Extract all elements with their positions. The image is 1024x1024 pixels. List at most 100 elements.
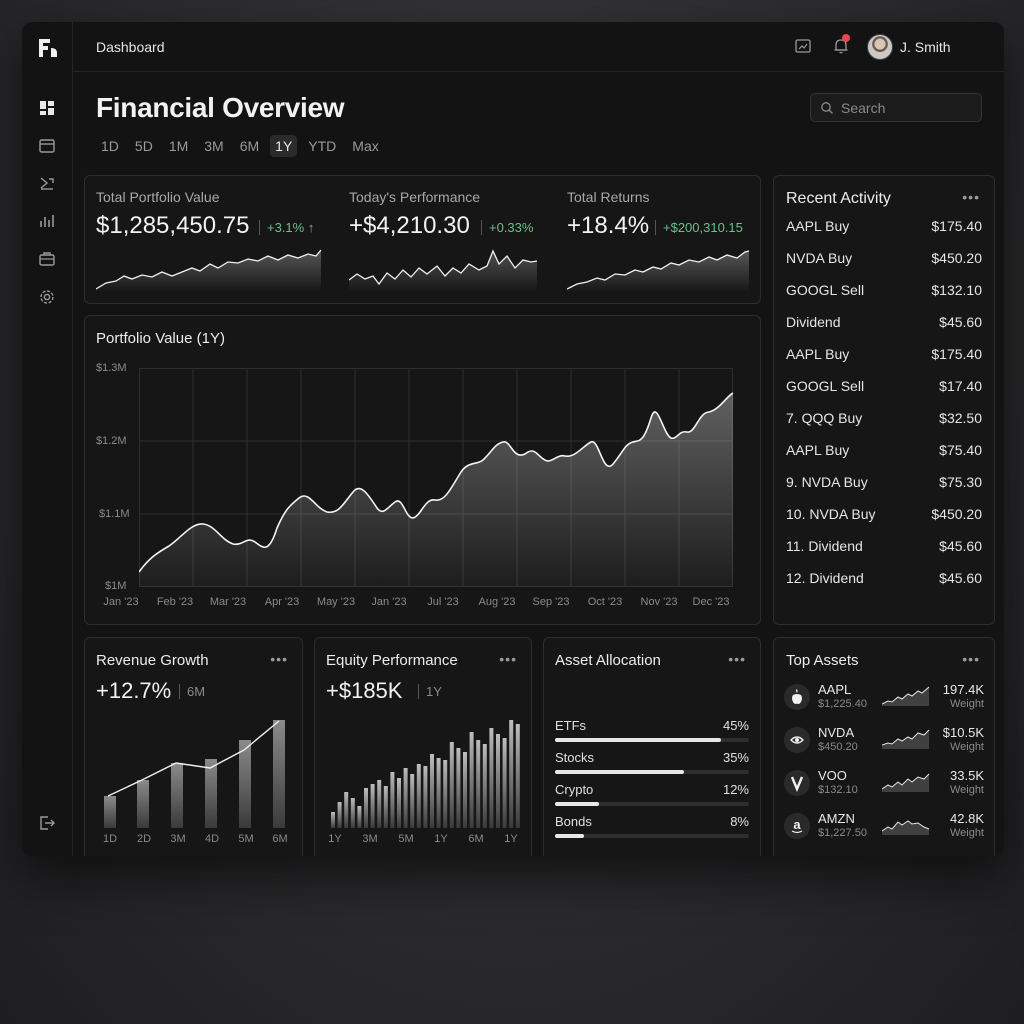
allocation-bar-track [555, 738, 749, 742]
activity-amount: $450.20 [931, 506, 982, 522]
returns-sparkline [567, 250, 750, 292]
list-item[interactable]: Dividend $45.60 [786, 314, 982, 332]
x-tick-label: Aug '23 [478, 596, 516, 608]
list-item[interactable]: GOOGL Sell $132.10 [786, 282, 982, 300]
list-item[interactable]: GOOGL Sell $17.40 [786, 378, 982, 396]
x-tick-label: May '23 [316, 596, 356, 608]
asset-symbol: NVDA [818, 725, 855, 740]
activity-amount: $175.40 [931, 346, 982, 362]
range-tab-1m[interactable]: 1M [168, 138, 189, 154]
range-tab-max[interactable]: Max [352, 138, 379, 154]
top-bar: Dashboard J. Smith [73, 22, 1004, 72]
range-tab-3m[interactable]: 3M [204, 138, 224, 154]
x-tick-label: Nov '23 [640, 596, 678, 608]
asset-row[interactable]: a AMZN $1,227.50 42.8K Weight [784, 811, 984, 851]
kpi-card: Total Portfolio Value $1,285,450.75 +3.1… [84, 175, 761, 304]
asset-symbol: AAPL [818, 682, 852, 697]
list-item[interactable]: 12. Dividend $45.60 [786, 570, 982, 588]
allocation-row: Bonds 8% [555, 814, 749, 840]
x-tick-label: Jan '23 [371, 596, 407, 608]
analytics-icon[interactable] [37, 211, 57, 231]
user-name[interactable]: J. Smith [900, 39, 951, 55]
more-options-icon[interactable]: ••• [962, 189, 980, 205]
equity-bar [337, 802, 342, 828]
activity-amount: $45.60 [939, 538, 982, 554]
revenue-bar-chart [104, 720, 285, 828]
more-options-icon[interactable]: ••• [962, 651, 980, 667]
app-logo[interactable] [37, 37, 59, 59]
activity-name: AAPL Buy [786, 346, 850, 362]
allocation-percent: 45% [722, 718, 749, 733]
allocation-bar-fill [555, 834, 585, 838]
activity-amount: $450.20 [931, 250, 982, 266]
sidebar [22, 22, 73, 856]
list-item[interactable]: 7. QQQ Buy $32.50 [786, 410, 982, 428]
x-tick-label: Dec '23 [692, 596, 730, 608]
range-tab-1y[interactable]: 1Y [270, 135, 298, 157]
equity-bar [331, 812, 335, 828]
asset-price: $132.10 [818, 784, 858, 796]
equity-bar [502, 738, 507, 828]
allocation-bar-fill [555, 738, 721, 742]
activity-name: 10. NVDA Buy [786, 506, 876, 522]
equity-bar [350, 798, 355, 828]
more-options-icon[interactable]: ••• [499, 651, 517, 667]
activity-amount: $132.10 [931, 282, 982, 298]
briefcase-icon[interactable] [37, 249, 57, 269]
chart-widget-icon[interactable] [793, 36, 813, 56]
activity-name: NVDA Buy [786, 250, 853, 266]
range-tab-1d[interactable]: 1D [101, 138, 119, 154]
y-tick-label: $1.2M [96, 435, 127, 447]
activity-amount: $45.60 [939, 314, 982, 330]
x-tick-label: Oct '23 [587, 596, 623, 608]
list-item[interactable]: AAPL Buy $75.40 [786, 442, 982, 460]
allocation-row: ETFs 45% [555, 718, 749, 744]
list-item[interactable]: 11. Dividend $45.60 [786, 538, 982, 556]
equity-bar [476, 740, 481, 828]
asset-row[interactable]: NVDA $450.20 $10.5K Weight [784, 725, 984, 765]
asset-row[interactable]: VOO $132.10 33.5K Weight [784, 768, 984, 808]
trades-icon[interactable] [37, 173, 57, 193]
notification-bell-icon[interactable] [831, 36, 851, 56]
settings-gear-icon[interactable] [37, 287, 57, 307]
equity-bar [436, 758, 441, 828]
equity-bar [482, 744, 487, 828]
activity-name: AAPL Buy [786, 218, 850, 234]
activity-name: 11. Dividend [786, 538, 863, 554]
range-tab-ytd[interactable]: YTD [308, 138, 337, 154]
wallet-icon[interactable] [37, 136, 57, 156]
equity-bar [377, 780, 382, 828]
avatar[interactable] [867, 34, 893, 60]
apple-logo-icon [784, 684, 810, 710]
kpi-value: +18.4% [567, 212, 650, 239]
card-title: Asset Allocation [555, 652, 661, 669]
dashboard-icon[interactable] [37, 98, 57, 118]
amazon-logo-icon: a [784, 813, 810, 839]
asset-row[interactable]: AAPL $1,225.40 197.4K Weight [784, 682, 984, 722]
range-tab-5d[interactable]: 5D [134, 138, 153, 154]
allocation-bar-track [555, 834, 749, 838]
list-item[interactable]: AAPL Buy $175.40 [786, 346, 982, 364]
search-input[interactable]: Search [810, 93, 982, 122]
activity-amount: $45.60 [939, 570, 982, 586]
y-tick-label: $1.1M [99, 508, 130, 520]
equity-performance-card: Equity Performance ••• +$185K 1Y 1Y 3M 5M 1… [314, 637, 532, 856]
list-item[interactable]: 9. NVDA Buy $75.30 [786, 474, 982, 492]
logout-icon[interactable] [37, 813, 57, 833]
allocation-name: ETFs [555, 718, 587, 733]
more-options-icon[interactable]: ••• [728, 651, 746, 667]
equity-bar [364, 788, 368, 828]
range-tab-6m[interactable]: 6M [239, 138, 260, 154]
activity-amount: $175.40 [931, 218, 982, 234]
equity-bar [489, 728, 494, 828]
equity-bar [410, 774, 415, 828]
list-item[interactable]: AAPL Buy $175.40 [786, 218, 982, 236]
breadcrumb[interactable]: Dashboard [96, 39, 165, 55]
equity-bar [390, 772, 395, 828]
x-tick-label: Mar '23 [209, 596, 247, 608]
list-item[interactable]: NVDA Buy $450.20 [786, 250, 982, 268]
list-item[interactable]: 10. NVDA Buy $450.20 [786, 506, 982, 524]
asset-sparkline [882, 686, 930, 706]
search-placeholder: Search [841, 100, 886, 116]
more-options-icon[interactable]: ••• [270, 651, 288, 667]
